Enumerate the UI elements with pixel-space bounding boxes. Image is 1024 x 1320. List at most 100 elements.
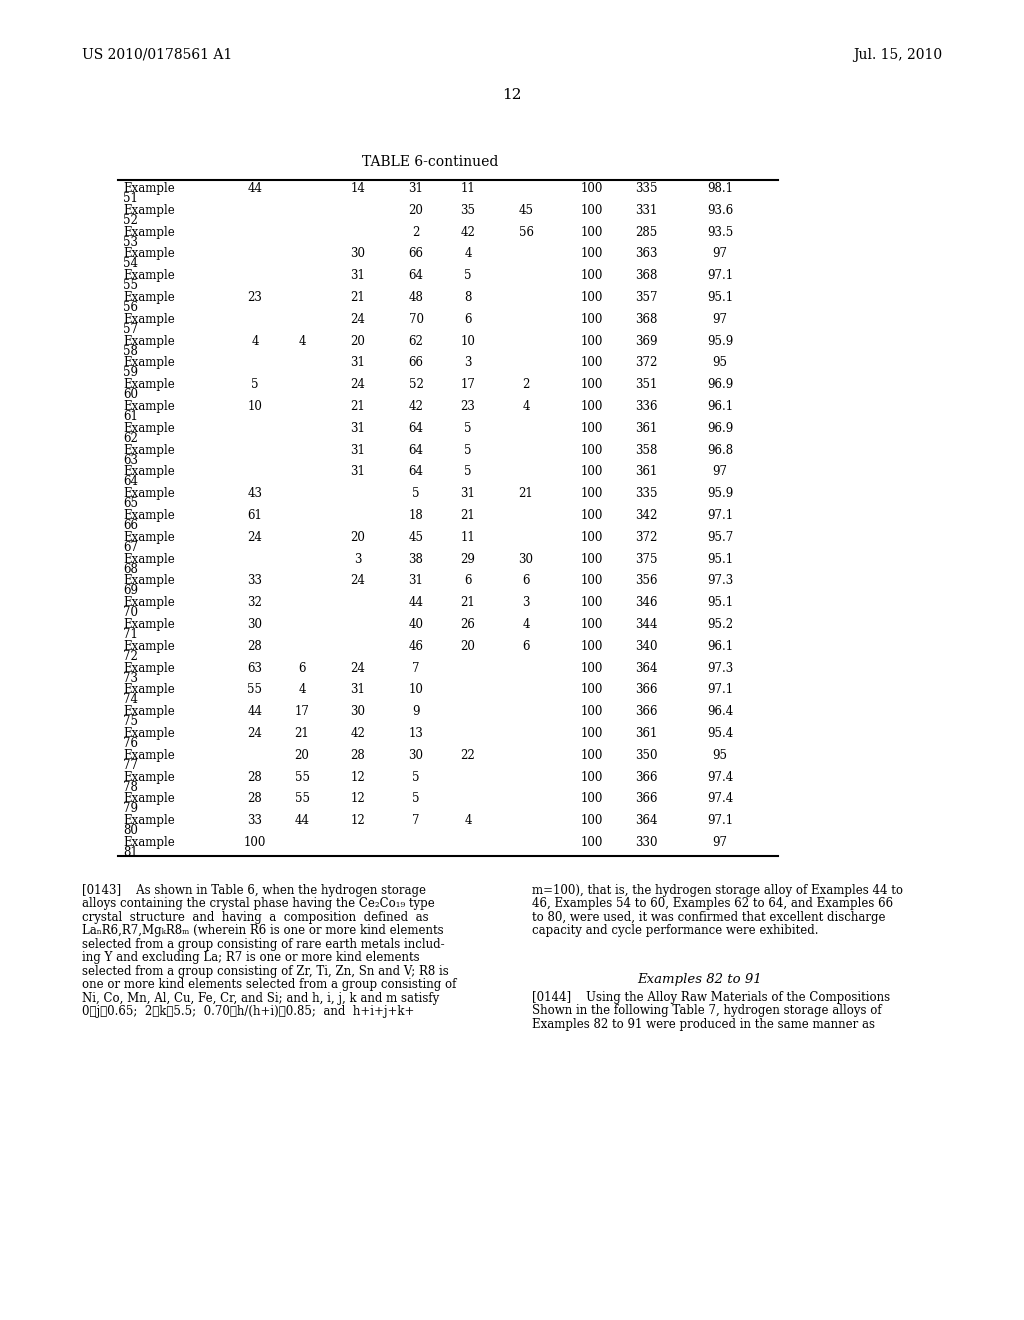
Text: 72: 72 [123, 649, 138, 663]
Text: 97: 97 [713, 836, 727, 849]
Text: 45: 45 [518, 203, 534, 216]
Text: 44: 44 [248, 182, 262, 195]
Text: 10: 10 [409, 684, 424, 697]
Text: 10: 10 [248, 400, 262, 413]
Text: Example: Example [123, 814, 175, 828]
Text: 375: 375 [635, 553, 657, 565]
Text: 336: 336 [635, 400, 657, 413]
Text: 100: 100 [581, 290, 603, 304]
Text: Example: Example [123, 247, 175, 260]
Text: 356: 356 [635, 574, 657, 587]
Text: 97.4: 97.4 [707, 792, 733, 805]
Text: Example: Example [123, 269, 175, 282]
Text: Example: Example [123, 422, 175, 434]
Text: 80: 80 [123, 824, 138, 837]
Text: 372: 372 [635, 356, 657, 370]
Text: 100: 100 [581, 226, 603, 239]
Text: 340: 340 [635, 640, 657, 653]
Text: 66: 66 [409, 356, 424, 370]
Text: 97.1: 97.1 [707, 684, 733, 697]
Text: 361: 361 [635, 466, 657, 478]
Text: Example: Example [123, 226, 175, 239]
Text: 30: 30 [518, 553, 534, 565]
Text: 33: 33 [248, 574, 262, 587]
Text: 95.1: 95.1 [707, 553, 733, 565]
Text: 4: 4 [464, 814, 472, 828]
Text: 100: 100 [581, 727, 603, 741]
Text: LaₙR6,R7,MgₖR8ₘ (wherein R6 is one or more kind elements: LaₙR6,R7,MgₖR8ₘ (wherein R6 is one or mo… [82, 924, 443, 937]
Text: to 80, were used, it was confirmed that excellent discharge: to 80, were used, it was confirmed that … [532, 911, 886, 924]
Text: 344: 344 [635, 618, 657, 631]
Text: 342: 342 [635, 510, 657, 521]
Text: alloys containing the crystal phase having the Ce₂Co₁₉ type: alloys containing the crystal phase havi… [82, 898, 435, 911]
Text: 9: 9 [413, 705, 420, 718]
Text: Example: Example [123, 574, 175, 587]
Text: 52: 52 [123, 214, 138, 227]
Text: 100: 100 [581, 661, 603, 675]
Text: 28: 28 [248, 792, 262, 805]
Text: 100: 100 [581, 640, 603, 653]
Text: 4: 4 [522, 618, 529, 631]
Text: 65: 65 [123, 498, 138, 511]
Text: 12: 12 [350, 792, 366, 805]
Text: Example: Example [123, 444, 175, 457]
Text: 67: 67 [123, 541, 138, 554]
Text: [0144]    Using the Alloy Raw Materials of the Compositions: [0144] Using the Alloy Raw Materials of … [532, 991, 890, 1003]
Text: 64: 64 [409, 422, 424, 434]
Text: 95.1: 95.1 [707, 597, 733, 610]
Text: 12: 12 [502, 88, 522, 102]
Text: 48: 48 [409, 290, 424, 304]
Text: 20: 20 [350, 334, 366, 347]
Text: 46: 46 [409, 640, 424, 653]
Text: 100: 100 [581, 313, 603, 326]
Text: 64: 64 [409, 466, 424, 478]
Text: 100: 100 [581, 510, 603, 521]
Text: Example: Example [123, 661, 175, 675]
Text: 97.1: 97.1 [707, 814, 733, 828]
Text: 24: 24 [350, 661, 366, 675]
Text: 100: 100 [581, 356, 603, 370]
Text: 100: 100 [244, 836, 266, 849]
Text: 62: 62 [409, 334, 424, 347]
Text: 7: 7 [413, 814, 420, 828]
Text: Example: Example [123, 792, 175, 805]
Text: 24: 24 [248, 727, 262, 741]
Text: selected from a group consisting of Zr, Ti, Zn, Sn and V; R8 is: selected from a group consisting of Zr, … [82, 965, 449, 978]
Text: [0143]    As shown in Table 6, when the hydrogen storage: [0143] As shown in Table 6, when the hyd… [82, 884, 426, 896]
Text: 97.1: 97.1 [707, 510, 733, 521]
Text: 75: 75 [123, 715, 138, 729]
Text: 21: 21 [461, 597, 475, 610]
Text: 100: 100 [581, 247, 603, 260]
Text: 31: 31 [350, 269, 366, 282]
Text: 95.9: 95.9 [707, 334, 733, 347]
Text: 364: 364 [635, 661, 657, 675]
Text: 100: 100 [581, 466, 603, 478]
Text: 12: 12 [350, 814, 366, 828]
Text: 4: 4 [464, 247, 472, 260]
Text: 368: 368 [635, 313, 657, 326]
Text: 52: 52 [409, 379, 424, 391]
Text: 369: 369 [635, 334, 657, 347]
Text: 100: 100 [581, 422, 603, 434]
Text: 44: 44 [409, 597, 424, 610]
Text: 5: 5 [464, 466, 472, 478]
Text: 331: 331 [635, 203, 657, 216]
Text: 5: 5 [464, 444, 472, 457]
Text: Examples 82 to 91 were produced in the same manner as: Examples 82 to 91 were produced in the s… [532, 1018, 874, 1031]
Text: 18: 18 [409, 510, 423, 521]
Text: 31: 31 [350, 356, 366, 370]
Text: 100: 100 [581, 684, 603, 697]
Text: 96.1: 96.1 [707, 400, 733, 413]
Text: 100: 100 [581, 705, 603, 718]
Text: 79: 79 [123, 803, 138, 816]
Text: 51: 51 [123, 191, 138, 205]
Text: 45: 45 [409, 531, 424, 544]
Text: 361: 361 [635, 422, 657, 434]
Text: 95.9: 95.9 [707, 487, 733, 500]
Text: 4: 4 [522, 400, 529, 413]
Text: 100: 100 [581, 531, 603, 544]
Text: Example: Example [123, 466, 175, 478]
Text: 28: 28 [350, 748, 366, 762]
Text: 6: 6 [298, 661, 306, 675]
Text: 100: 100 [581, 836, 603, 849]
